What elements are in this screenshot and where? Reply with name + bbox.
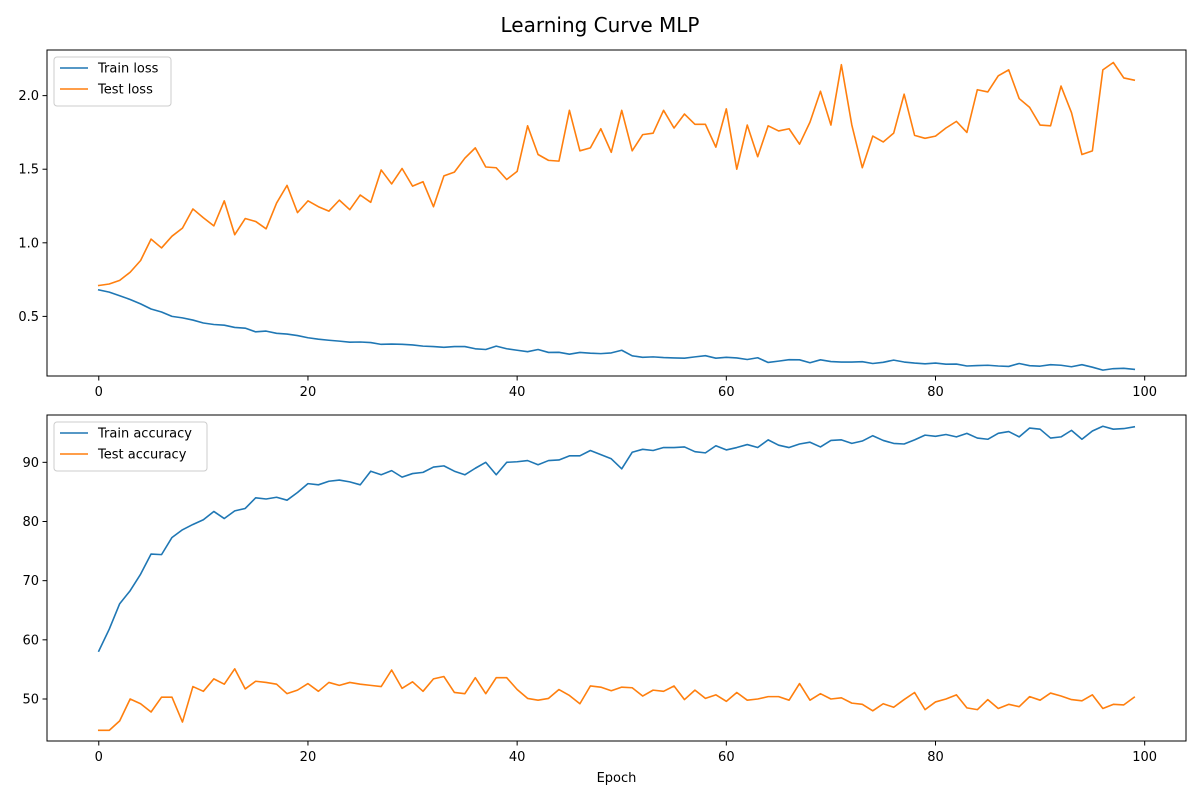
x-tick-label: 20 — [300, 385, 317, 400]
y-tick-label: 0.5 — [18, 310, 39, 325]
legend-box — [53, 421, 208, 472]
x-tick-label: 0 — [95, 385, 103, 400]
accuracy-panel: 0 20 40 60 80 100 50 60 70 80 90 Epoch Train accurac… — [22, 414, 1187, 786]
x-tick-label: 60 — [718, 385, 735, 400]
axes-frame — [46, 414, 1187, 742]
y-tick-label: 50 — [22, 692, 39, 707]
series-line-train-accuracy — [97, 425, 1136, 653]
x-tick-label: 100 — [1132, 385, 1157, 400]
x-tick-label: 60 — [718, 750, 735, 765]
figure-title: Learning Curve MLP — [500, 13, 699, 37]
y-tick-label: 2.0 — [18, 89, 39, 104]
x-tick-label: 40 — [509, 385, 526, 400]
y-tick-label: 70 — [22, 574, 39, 589]
y-tick-label: 1.0 — [18, 236, 39, 251]
legend-label: Train loss — [97, 62, 159, 77]
x-axis-label: Epoch — [597, 771, 637, 786]
legend-box — [53, 56, 172, 107]
legend-label: Train accuracy — [97, 427, 192, 442]
y-tick-label: 60 — [22, 633, 39, 648]
x-tick-label: 20 — [300, 750, 317, 765]
series-line-test-loss — [97, 61, 1136, 287]
x-tick-label: 0 — [95, 750, 103, 765]
loss-panel: 0 20 40 60 80 100 0.5 1.0 1.5 2.0 Train loss Test l… — [18, 49, 1187, 400]
y-tick-label: 80 — [22, 515, 39, 530]
axes-frame — [46, 49, 1187, 377]
x-tick-label: 80 — [927, 750, 944, 765]
legend-label: Test loss — [97, 83, 153, 98]
x-tick-label: 80 — [927, 385, 944, 400]
y-tick-label: 1.5 — [18, 163, 39, 178]
y-tick-label: 90 — [22, 456, 39, 471]
x-tick-label: 40 — [509, 750, 526, 765]
series-line-train-loss — [97, 288, 1136, 371]
x-tick-label: 100 — [1132, 750, 1157, 765]
series-line-test-accuracy — [97, 668, 1136, 732]
legend-label: Test accuracy — [97, 448, 187, 463]
